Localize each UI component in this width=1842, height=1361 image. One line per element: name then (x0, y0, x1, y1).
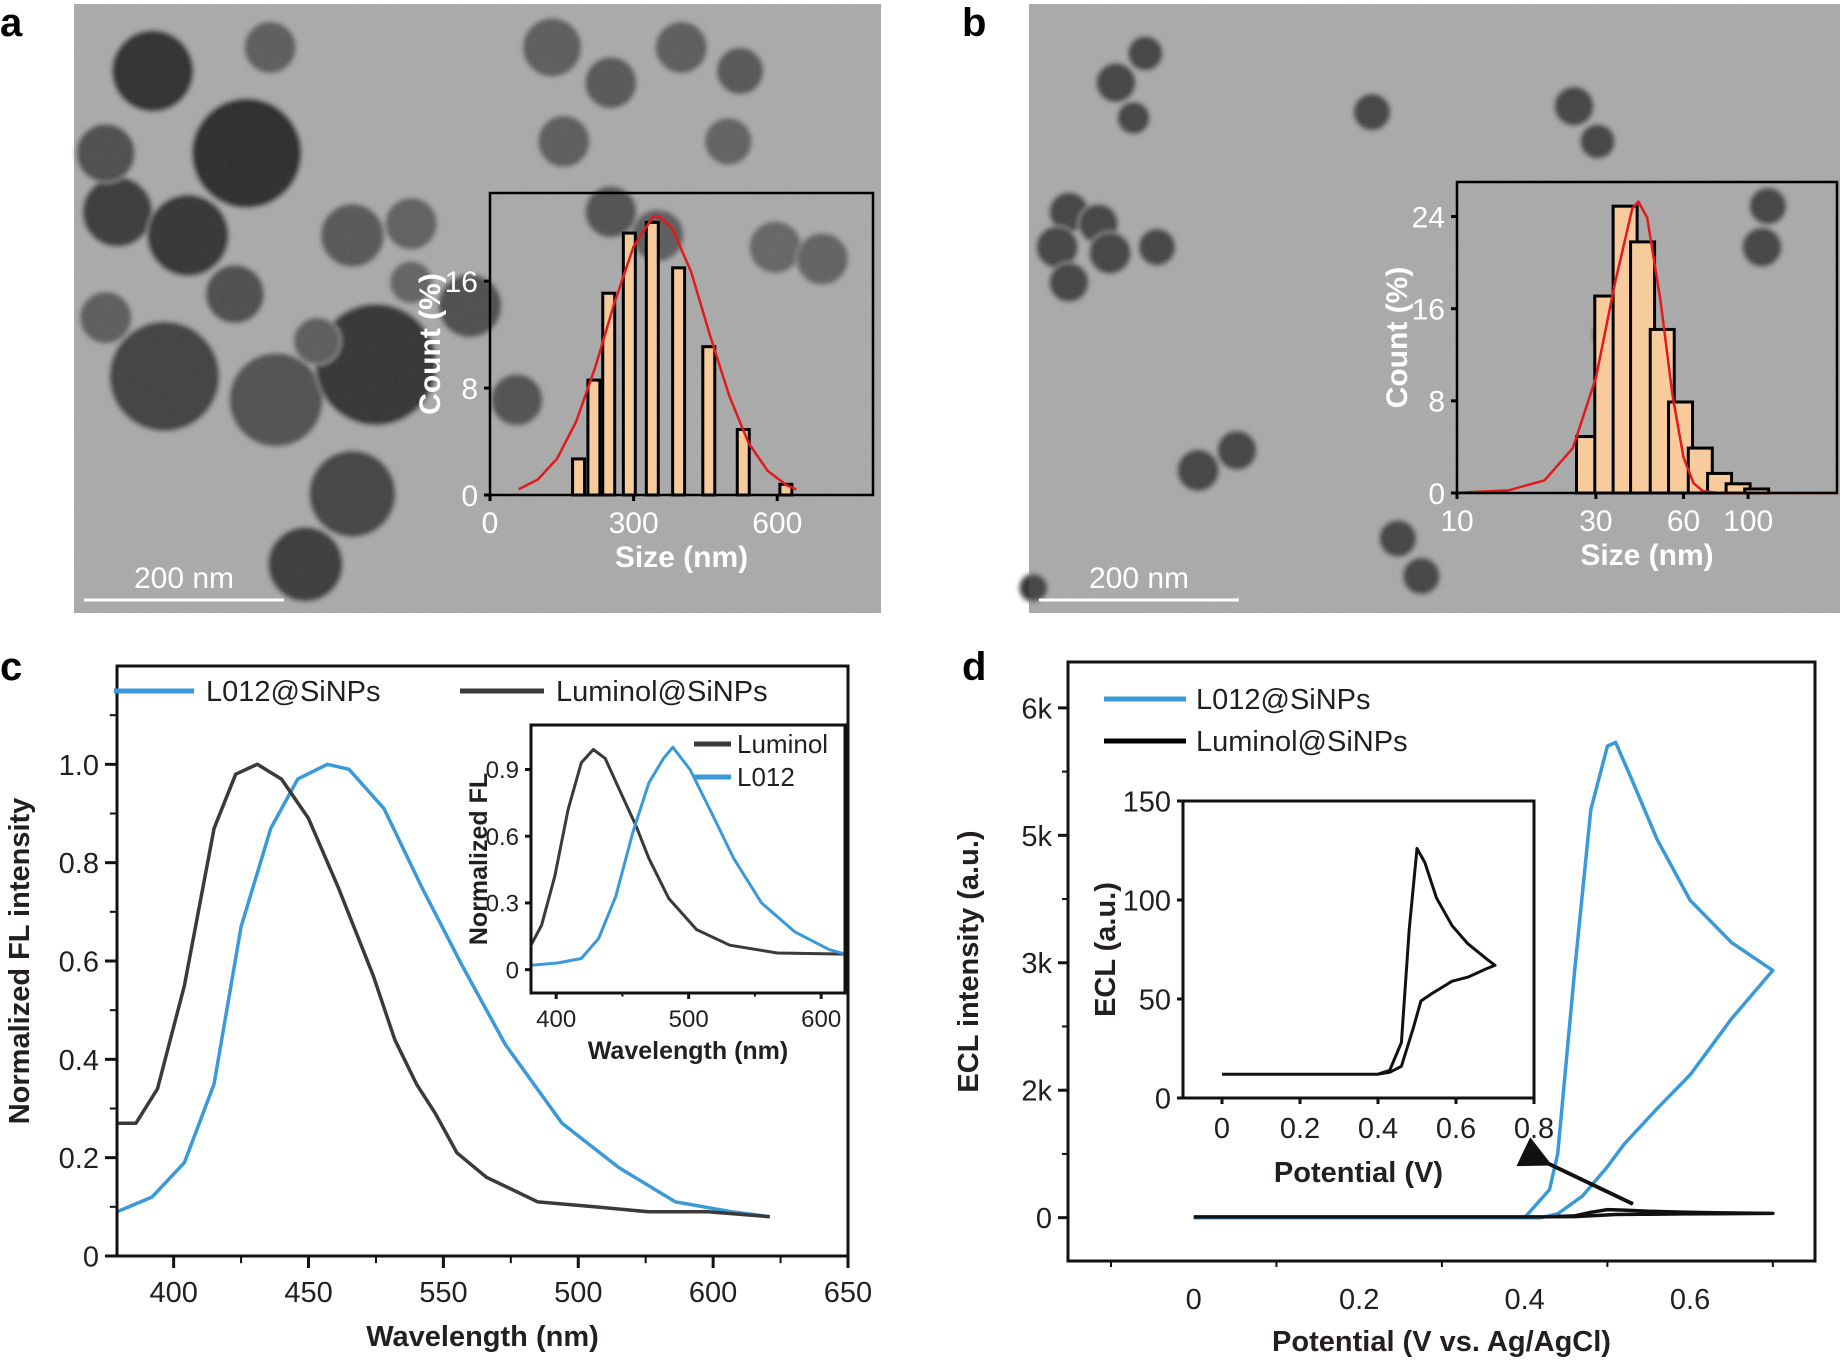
y-axis-label: ECL intensity (a.u.) (953, 830, 985, 1092)
scale-bar-label: 200 nm (134, 562, 234, 595)
y-tick-label: 6k (1021, 693, 1052, 725)
y-tick-label: 0.9 (486, 757, 519, 784)
y-tick-label: 50 (1139, 984, 1171, 1016)
x-tick-label: 0 (1214, 1113, 1230, 1145)
ecl-line-luminol-sinps (1193, 1207, 1775, 1219)
y-tick-label: 8 (1428, 386, 1445, 419)
y-tick-label: 100 (1123, 885, 1171, 917)
y-tick-label: 0 (83, 1241, 99, 1273)
x-tick-label: 550 (419, 1277, 467, 1309)
x-tick-label: 0.6 (1436, 1113, 1476, 1145)
x-tick-label: 650 (824, 1277, 872, 1309)
x-tick-label: 0.6 (1670, 1284, 1710, 1316)
micrograph-grain (1029, 4, 1840, 613)
x-tick-label: 0.2 (1280, 1113, 1320, 1145)
inset-legend-label-luminol: Luminol (737, 729, 828, 759)
y-tick-label: 0 (461, 480, 478, 513)
y-tick-label: 24 (1412, 201, 1445, 234)
scale-bar-label: 200 nm (1089, 562, 1189, 595)
x-axis-label: Wavelength (nm) (366, 1321, 599, 1353)
y-axis-label: Normalized FL (465, 773, 493, 945)
histogram-bar (644, 220, 660, 497)
y-tick-label: 0 (506, 957, 519, 984)
x-tick-label: 0 (1186, 1284, 1202, 1316)
y-tick-label: 0 (1428, 478, 1445, 511)
y-tick-label: 1.0 (59, 750, 99, 782)
y-tick-label: 0 (1036, 1203, 1052, 1235)
fl-line-l012-sinps (116, 762, 771, 1219)
y-tick-label: 8 (461, 373, 478, 406)
histogram-bar (671, 266, 687, 497)
histogram-bar (586, 378, 602, 497)
legend-label-l012-sinps: L012@SiNPs (1196, 684, 1371, 716)
y-tick-label: 2k (1021, 1076, 1052, 1108)
y-tick-label: 0.3 (486, 891, 519, 918)
x-tick-label: 600 (689, 1277, 737, 1309)
inset-plot-frame (488, 191, 875, 497)
x-tick-label: 0.4 (1358, 1113, 1398, 1145)
x-tick-label: 100 (1723, 505, 1773, 538)
panel-label-c: c (0, 645, 22, 689)
x-tick-label: 500 (669, 1006, 709, 1033)
panel-label-a: a (0, 1, 23, 45)
inset-plot-frame (1455, 180, 1839, 495)
x-tick-label: 600 (752, 507, 802, 540)
x-axis-label: Size (nm) (1580, 539, 1713, 572)
y-tick-label: 16 (445, 266, 478, 299)
fl-line-luminol-sinps (117, 762, 770, 1219)
y-axis-label: Count (%) (1381, 267, 1414, 409)
inset-background (531, 725, 845, 993)
y-tick-label: 0.8 (59, 848, 99, 880)
y-tick-label: 0.6 (486, 824, 519, 851)
x-tick-label: 0.2 (1339, 1284, 1379, 1316)
ecl-line-l012-sinps (1193, 740, 1775, 1220)
y-tick-label: 0.4 (59, 1045, 99, 1077)
x-tick-label: 0 (482, 507, 499, 540)
micrograph-grain (74, 4, 881, 613)
y-axis-label: ECL (a.u.) (1090, 882, 1122, 1017)
x-tick-label: 10 (1440, 505, 1473, 538)
legend-label-l012-sinps: L012@SiNPs (206, 676, 381, 708)
x-tick-label: 0.4 (1504, 1284, 1544, 1316)
x-axis-label: Potential (V vs. Ag/AgCl) (1272, 1326, 1611, 1358)
legend-label-luminol-sinps: Luminol@SiNPs (556, 676, 768, 708)
x-axis-label: Size (nm) (615, 541, 748, 574)
tem-micrograph-a: 200 nm (74, 4, 881, 613)
y-tick-label: 16 (1412, 294, 1445, 327)
x-tick-label: 500 (554, 1277, 602, 1309)
x-tick-label: 600 (801, 1006, 841, 1033)
x-tick-label: 450 (284, 1277, 332, 1309)
x-axis-label: Wavelength (nm) (588, 1037, 788, 1065)
y-tick-label: 0.6 (59, 946, 99, 978)
panel-label-b: b (962, 1, 986, 45)
y-tick-label: 3k (1021, 948, 1052, 980)
x-tick-label: 400 (149, 1277, 197, 1309)
tem-micrograph-b: 200 nm (1018, 4, 1840, 613)
histogram-bar (571, 457, 587, 497)
legend-label-luminol-sinps: Luminol@SiNPs (1196, 726, 1408, 758)
x-tick-label: 400 (536, 1006, 576, 1033)
x-tick-label: 0.8 (1514, 1113, 1554, 1145)
histogram-bars (571, 220, 794, 497)
y-axis-label: Normalized FL intensity (4, 798, 36, 1125)
y-tick-label: 0 (1155, 1083, 1171, 1115)
panel-label-d: d (962, 645, 986, 689)
inset-frame-d (1181, 799, 1536, 1100)
y-tick-label: 5k (1021, 821, 1052, 853)
inset-ecl-line-luminol (1222, 847, 1497, 1076)
y-axis-label: Count (%) (414, 273, 447, 415)
x-axis-label: Potential (V) (1274, 1157, 1443, 1189)
gaussian-fit-line (518, 214, 797, 491)
y-tick-label: 0.2 (59, 1143, 99, 1175)
histogram-bar (701, 345, 717, 497)
inset-legend-label-l012: L012 (737, 762, 795, 792)
inset-fl-line-luminol (529, 748, 846, 956)
x-tick-label: 30 (1579, 505, 1612, 538)
inset-pointer-arrow (1516, 1137, 1634, 1206)
x-tick-label: 60 (1667, 505, 1700, 538)
inset-fl-line-l012 (530, 745, 846, 967)
x-tick-label: 300 (609, 507, 659, 540)
y-tick-label: 150 (1123, 786, 1171, 818)
